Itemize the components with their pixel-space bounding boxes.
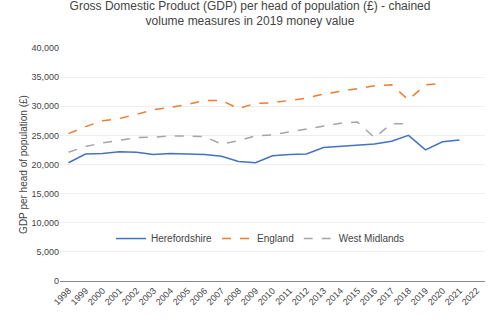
svg-text:20,000: 20,000 (31, 160, 59, 170)
svg-text:West Midlands: West Midlands (339, 233, 404, 244)
svg-text:1998: 1998 (52, 286, 73, 307)
svg-text:2009: 2009 (239, 286, 260, 307)
svg-text:5,000: 5,000 (36, 247, 59, 257)
svg-text:2005: 2005 (171, 286, 192, 307)
svg-text:2011: 2011 (273, 286, 294, 307)
svg-text:Herefordshire: Herefordshire (151, 233, 212, 244)
svg-text:2022: 2022 (460, 286, 481, 307)
svg-text:40,000: 40,000 (31, 43, 59, 53)
svg-text:1999: 1999 (69, 286, 90, 307)
svg-text:2013: 2013 (307, 286, 328, 307)
svg-text:10,000: 10,000 (31, 218, 59, 228)
svg-text:Gross Domestic Product (GDP) p: Gross Domestic Product (GDP) per head of… (70, 0, 431, 28)
svg-text:2012: 2012 (290, 286, 311, 307)
svg-text:2015: 2015 (341, 286, 362, 307)
svg-text:30,000: 30,000 (31, 101, 59, 111)
svg-text:35,000: 35,000 (31, 72, 59, 82)
svg-text:GDP per head of population (£): GDP per head of population (£) (18, 95, 29, 234)
svg-text:2016: 2016 (358, 286, 379, 307)
svg-text:2003: 2003 (137, 286, 158, 307)
svg-text:2000: 2000 (86, 286, 107, 307)
svg-text:2002: 2002 (120, 286, 141, 307)
svg-text:2004: 2004 (154, 286, 175, 307)
svg-text:15,000: 15,000 (31, 189, 59, 199)
svg-text:0: 0 (54, 276, 59, 286)
svg-text:2008: 2008 (222, 286, 243, 307)
svg-text:2007: 2007 (205, 286, 226, 307)
svg-text:2019: 2019 (409, 286, 430, 307)
svg-text:25,000: 25,000 (31, 131, 59, 141)
svg-text:England: England (257, 233, 294, 244)
svg-text:2018: 2018 (392, 286, 413, 307)
svg-text:2014: 2014 (324, 286, 345, 307)
svg-text:2001: 2001 (103, 286, 124, 307)
svg-text:2021: 2021 (443, 286, 464, 307)
svg-text:2017: 2017 (375, 286, 396, 307)
svg-text:2020: 2020 (426, 286, 447, 307)
svg-text:2010: 2010 (256, 286, 277, 307)
svg-text:2006: 2006 (188, 286, 209, 307)
